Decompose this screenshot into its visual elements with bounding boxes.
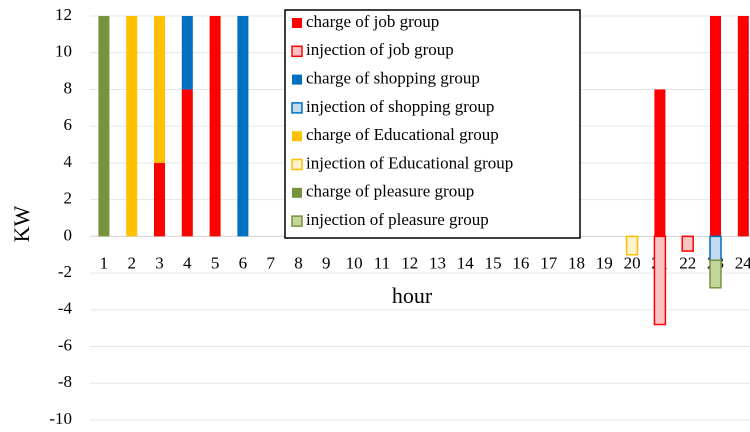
x-axis-label: hour [392,283,433,308]
legend-label: injection of pleasure group [306,210,489,229]
y-tick-label: -2 [58,262,72,281]
bar [653,235,667,326]
legend-swatch [292,18,302,28]
bar [98,16,110,237]
x-tick-label: 5 [211,253,220,272]
x-tick-label: 15 [485,253,502,272]
legend-label: charge of Educational group [306,125,499,144]
bar [181,89,193,237]
legend-label: injection of Educational group [306,153,513,172]
y-tick-label: 12 [55,5,72,24]
legend-swatch [291,158,303,171]
x-tick-label: 9 [322,253,331,272]
x-tick-label: 17 [540,253,558,272]
legend: charge of job group injection of job grou… [284,9,581,239]
legend-label: charge of shopping group [306,69,480,88]
y-axis-label: KW [9,205,34,242]
x-tick-label: 7 [266,253,275,272]
y-tick-label: 10 [55,42,72,61]
x-tick-label: 16 [512,253,529,272]
x-tick-label: 18 [568,253,585,272]
x-tick-label: 6 [239,253,248,272]
legend-swatch [291,102,303,114]
x-tick-label: 4 [183,253,192,272]
bar [237,16,249,237]
x-tick-label: 24 [735,253,750,272]
y-tick-label: 0 [64,225,73,244]
x-tick-label: 13 [429,253,446,272]
x-tick-label: 14 [457,253,475,272]
bar [126,16,138,237]
bar [181,16,193,90]
y-tick-label: -10 [49,409,72,428]
bar [681,235,694,252]
bar [654,89,666,237]
y-tick-label: 4 [64,152,73,171]
y-tick-label: 8 [64,78,73,97]
x-tick-label: 12 [401,253,418,272]
bar [710,16,721,237]
legend-label: charge of pleasure group [306,182,474,201]
bar [209,16,221,237]
x-tick-label: 8 [294,253,303,272]
legend-swatch [292,131,302,142]
y-tick-label: -8 [58,372,72,391]
x-tick-label: 2 [127,253,136,272]
bar [154,162,165,237]
x-tick-label: 20 [624,253,641,272]
y-tick-label: 6 [64,115,73,134]
legend-swatch [292,187,302,198]
y-tick-label: -4 [58,299,73,318]
bar [625,235,639,256]
bar [709,259,722,289]
bar [709,235,722,261]
legend-swatch [291,45,303,58]
y-tick-label: -6 [58,335,72,354]
legend-label: injection of shopping group [306,97,494,116]
x-tick-label: 22 [679,253,696,272]
legend-label: charge of job group [306,12,439,31]
x-tick-label: 10 [346,253,363,272]
bar [154,16,165,163]
legend-box [284,9,581,239]
x-tick-label: 3 [155,253,164,272]
x-tick-label: 11 [374,253,390,272]
legend-label: injection of job group [306,40,454,59]
x-tick-label: 1 [100,253,109,272]
legend-swatch [292,74,302,85]
x-tick-label: 19 [596,253,613,272]
y-tick-label: 2 [64,189,73,208]
bar [737,16,749,237]
legend-swatch [291,215,303,227]
